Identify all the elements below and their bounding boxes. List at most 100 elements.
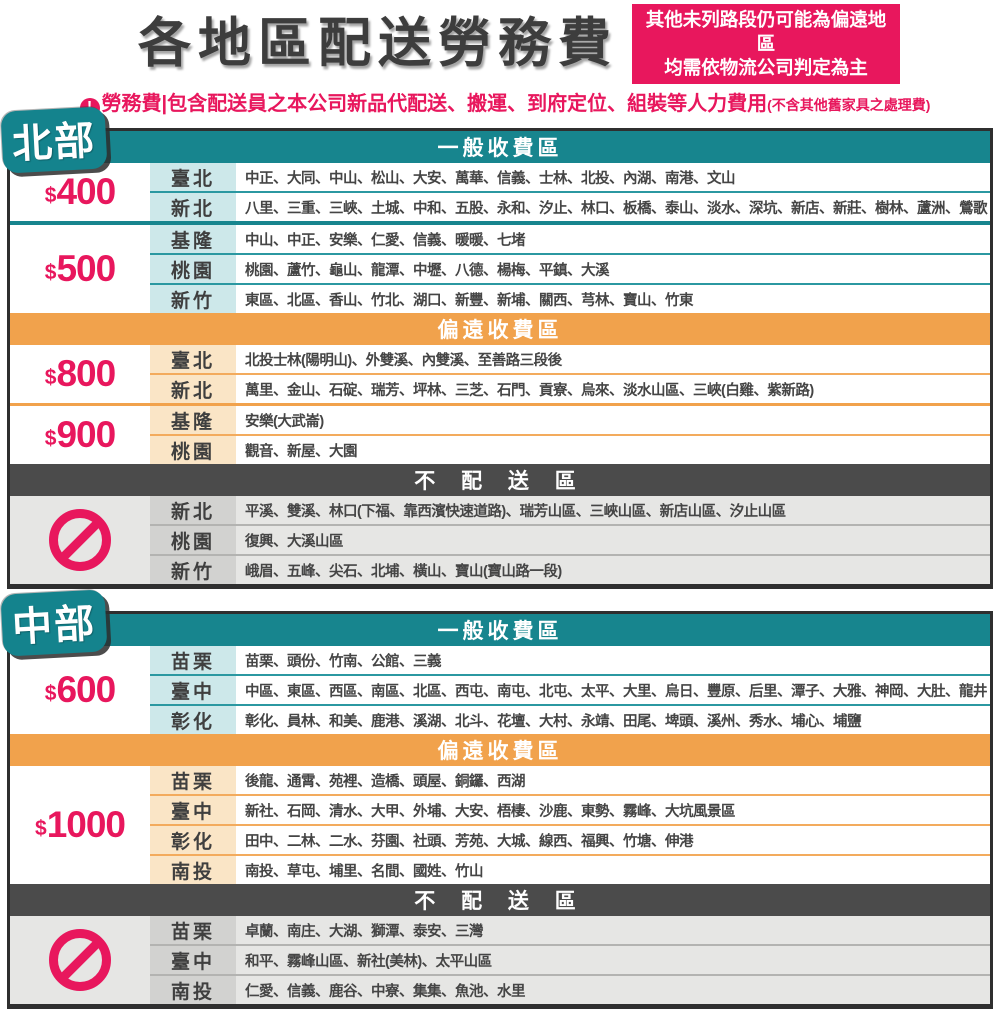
notice-line-2: 均需依物流公司判定為主: [664, 57, 868, 79]
table-row: 苗栗 苗栗、頭份、竹南、公館、三義: [150, 646, 990, 675]
zone-normal-north: 一般收費區 $400 臺北 中正、大同、中山、松山、大安、萬華、信義、士林、北投…: [10, 131, 990, 314]
districts-list: 東區、北區、香山、竹北、湖口、新豐、新埔、關西、芎林、寶山、竹東: [245, 292, 694, 309]
table-row: 基隆 安樂(大武崙): [150, 406, 990, 435]
fee-table-central: 一般收費區 $600 苗栗 苗栗、頭份、竹南、公館、三義 臺中 中區、東區、西區…: [7, 611, 993, 1009]
no-delivery-cell: [10, 496, 150, 585]
table-row: 新竹 東區、北區、香山、竹北、湖口、新豐、新埔、關西、芎林、寶山、竹東: [150, 283, 990, 314]
price-group-900: $900 基隆 安樂(大武崙) 桃園 觀音、新屋、大園: [10, 403, 990, 465]
table-row: 臺中 新社、石岡、清水、大甲、外埔、大安、梧棲、沙鹿、東勢、霧峰、大坑風景區: [150, 794, 990, 825]
districts-list: 桃園、蘆竹、龜山、龍潭、中壢、八德、楊梅、平鎮、大溪: [245, 262, 610, 279]
districts-list: 仁愛、信義、鹿谷、中寮、集集、魚池、水里: [245, 983, 526, 1000]
city-label: 桃園: [150, 436, 236, 465]
districts-list: 南投、草屯、埔里、名間、國姓、竹山: [245, 863, 484, 880]
zone-header-remote: 偏遠收費區: [10, 313, 990, 346]
districts-list: 萬里、金山、石碇、瑞芳、坪林、三芝、石門、貢寮、烏來、淡水山區、三峽(白雞、紫新…: [245, 382, 814, 399]
price-group-800: $800 臺北 北投士林(陽明山)、外雙溪、內雙溪、至善路三段後 新北 萬里、金…: [10, 345, 990, 404]
table-row: 臺中 中區、東區、西區、南區、北區、西屯、南屯、北屯、太平、大里、烏日、豐原、后…: [150, 674, 990, 705]
table-row: 彰化 田中、二林、二水、芬園、社頭、芳苑、大城、線西、福興、竹塘、伸港: [150, 824, 990, 855]
zone-remote-north: 偏遠收費區 $800 臺北 北投士林(陽明山)、外雙溪、內雙溪、至善路三段後 新…: [10, 313, 990, 465]
zone-header-no-delivery: 不 配 送 區: [10, 884, 990, 917]
zone-header-normal: 一般收費區: [10, 614, 990, 647]
no-delivery-icon: [49, 929, 111, 992]
fee-table-north: 一般收費區 $400 臺北 中正、大同、中山、松山、大安、萬華、信義、士林、北投…: [7, 128, 993, 590]
price-cell-900: $900: [10, 406, 150, 465]
city-label: 新北: [150, 375, 236, 404]
city-label: 南投: [150, 976, 236, 1005]
notice-line-1: 其他未列路段仍可能為偏遠地區: [645, 9, 887, 55]
districts-list: 新社、石岡、清水、大甲、外埔、大安、梧棲、沙鹿、東勢、霧峰、大坑風景區: [245, 803, 736, 820]
city-label: 南投: [150, 856, 236, 885]
city-label: 彰化: [150, 826, 236, 855]
price-group-400: $400 臺北 中正、大同、中山、松山、大安、萬華、信義、士林、北投、內湖、南港…: [10, 163, 990, 222]
currency-symbol: $: [35, 817, 47, 841]
city-label: 基隆: [150, 225, 236, 254]
districts-list: 中正、大同、中山、松山、大安、萬華、信義、士林、北投、內湖、南港、文山: [245, 170, 736, 187]
districts-list: 田中、二林、二水、芬園、社頭、芳苑、大城、線西、福興、竹塘、伸港: [245, 833, 694, 850]
city-label: 桃園: [150, 255, 236, 284]
region-section-central: 中部 一般收費區 $600 苗栗 苗栗、頭份、竹南、公館、三義 臺中 中區、東區…: [0, 589, 993, 1009]
region-badge-central: 中部: [0, 589, 108, 657]
zone-remote-central: 偏遠收費區 $1000 苗栗 後龍、通霄、苑裡、造橋、頭屋、銅鑼、西湖 臺中 新…: [10, 734, 990, 885]
price-amount: 800: [56, 353, 116, 395]
region-section-north: 北部 一般收費區 $400 臺北 中正、大同、中山、松山、大安、萬華、信義、士林…: [0, 106, 993, 590]
table-row: 桃園 復興、大溪山區: [150, 524, 990, 555]
page-title: 各地區配送勞務費: [138, 14, 618, 74]
currency-symbol: $: [44, 184, 57, 208]
disclaimer-main-text: 勞務費|包含配送員之本公司新品代配送、搬運、到府定位、組裝等人力費用: [101, 93, 768, 116]
table-row: 桃園 桃園、蘆竹、龜山、龍潭、中壢、八德、楊梅、平鎮、大溪: [150, 253, 990, 284]
price-cell-600: $600: [10, 646, 150, 735]
table-row: 彰化 彰化、員林、和美、鹿港、溪湖、北斗、花壇、大村、永靖、田尾、埤頭、溪州、秀…: [150, 704, 990, 735]
districts-list: 後龍、通霄、苑裡、造橋、頭屋、銅鑼、西湖: [245, 773, 526, 790]
price-amount: 500: [56, 248, 116, 290]
zone-normal-central: 一般收費區 $600 苗栗 苗栗、頭份、竹南、公館、三義 臺中 中區、東區、西區…: [10, 614, 990, 735]
price-group-600: $600 苗栗 苗栗、頭份、竹南、公館、三義 臺中 中區、東區、西區、南區、北區…: [10, 646, 990, 735]
districts-list: 苗栗、頭份、竹南、公館、三義: [245, 653, 442, 670]
table-row: 桃園 觀音、新屋、大園: [150, 434, 990, 465]
zone-no-delivery-north: 不 配 送 區 新北 平溪、雙溪、林口(下福、靠西濱快速道路)、瑞芳山區、三峽山…: [10, 464, 990, 585]
districts-list: 觀音、新屋、大園: [245, 443, 358, 460]
no-delivery-icon: [49, 509, 111, 572]
table-row: 新北 平溪、雙溪、林口(下福、靠西濱快速道路)、瑞芳山區、三峽山區、新店山區、汐…: [150, 496, 990, 525]
zone-header-no-delivery: 不 配 送 區: [10, 464, 990, 497]
table-row: 臺北 中正、大同、中山、松山、大安、萬華、信義、士林、北投、內湖、南港、文山: [150, 163, 990, 192]
districts-list: 峨眉、五峰、尖石、北埔、橫山、寶山(寶山路一段): [245, 563, 562, 580]
currency-symbol: $: [44, 366, 57, 390]
districts-list: 八里、三重、三峽、土城、中和、五股、永和、汐止、林口、板橋、泰山、淡水、深坑、新…: [245, 200, 988, 217]
city-label: 苗栗: [150, 766, 236, 795]
price-amount: 600: [56, 669, 116, 711]
table-row: 臺中 和平、霧峰山區、新社(美林)、太平山區: [150, 944, 990, 975]
districts-list: 和平、霧峰山區、新社(美林)、太平山區: [245, 953, 492, 970]
disclaimer-note-text: (不含其他舊家具之處理費): [767, 97, 931, 114]
city-label: 新竹: [150, 556, 236, 585]
city-label: 新竹: [150, 285, 236, 314]
table-row: 臺北 北投士林(陽明山)、外雙溪、內雙溪、至善路三段後: [150, 345, 990, 374]
city-label: 臺北: [150, 345, 236, 374]
price-cell-400: $400: [10, 163, 150, 222]
city-label: 臺北: [150, 163, 236, 192]
city-label: 臺中: [150, 946, 236, 975]
table-row: 基隆 中山、中正、安樂、仁愛、信義、暖暖、七堵: [150, 225, 990, 254]
table-row: 苗栗 後龍、通霄、苑裡、造橋、頭屋、銅鑼、西湖: [150, 766, 990, 795]
no-delivery-group: 苗栗 卓蘭、南庄、大湖、獅潭、泰安、三灣 臺中 和平、霧峰山區、新社(美林)、太…: [10, 916, 990, 1005]
page-header: 各地區配送勞務費 其他未列路段仍可能為偏遠地區 均需依物流公司判定為主: [0, 2, 1000, 85]
city-label: 臺中: [150, 796, 236, 825]
price-amount: 1000: [46, 804, 126, 846]
districts-list: 中山、中正、安樂、仁愛、信義、暖暖、七堵: [245, 232, 526, 249]
districts-list: 彰化、員林、和美、鹿港、溪湖、北斗、花壇、大村、永靖、田尾、埤頭、溪州、秀水、埔…: [245, 713, 862, 730]
disclaimer-line: !勞務費|包含配送員之本公司新品代配送、搬運、到府定位、組裝等人力費用(不含其他…: [0, 84, 1000, 120]
table-row: 南投 南投、草屯、埔里、名間、國姓、竹山: [150, 854, 990, 885]
notice-box: 其他未列路段仍可能為偏遠地區 均需依物流公司判定為主: [632, 4, 900, 85]
price-group-1000: $1000 苗栗 後龍、通霄、苑裡、造橋、頭屋、銅鑼、西湖 臺中 新社、石岡、清…: [10, 766, 990, 885]
no-delivery-cell: [10, 916, 150, 1005]
zone-no-delivery-central: 不 配 送 區 苗栗 卓蘭、南庄、大湖、獅潭、泰安、三灣 臺中 和平、霧峰山區、…: [10, 884, 990, 1005]
districts-list: 中區、東區、西區、南區、北區、西屯、南屯、北屯、太平、大里、烏日、豐原、后里、潭…: [245, 683, 988, 700]
region-badge-north: 北部: [0, 106, 108, 174]
city-label: 新北: [150, 193, 236, 222]
table-row: 新北 萬里、金山、石碇、瑞芳、坪林、三芝、石門、貢寮、烏來、淡水山區、三峽(白雞…: [150, 373, 990, 404]
districts-list: 卓蘭、南庄、大湖、獅潭、泰安、三灣: [245, 923, 484, 940]
currency-symbol: $: [44, 427, 57, 451]
price-cell-1000: $1000: [10, 766, 150, 885]
price-cell-500: $500: [10, 225, 150, 314]
zone-header-normal: 一般收費區: [10, 131, 990, 164]
districts-list: 復興、大溪山區: [245, 533, 344, 550]
